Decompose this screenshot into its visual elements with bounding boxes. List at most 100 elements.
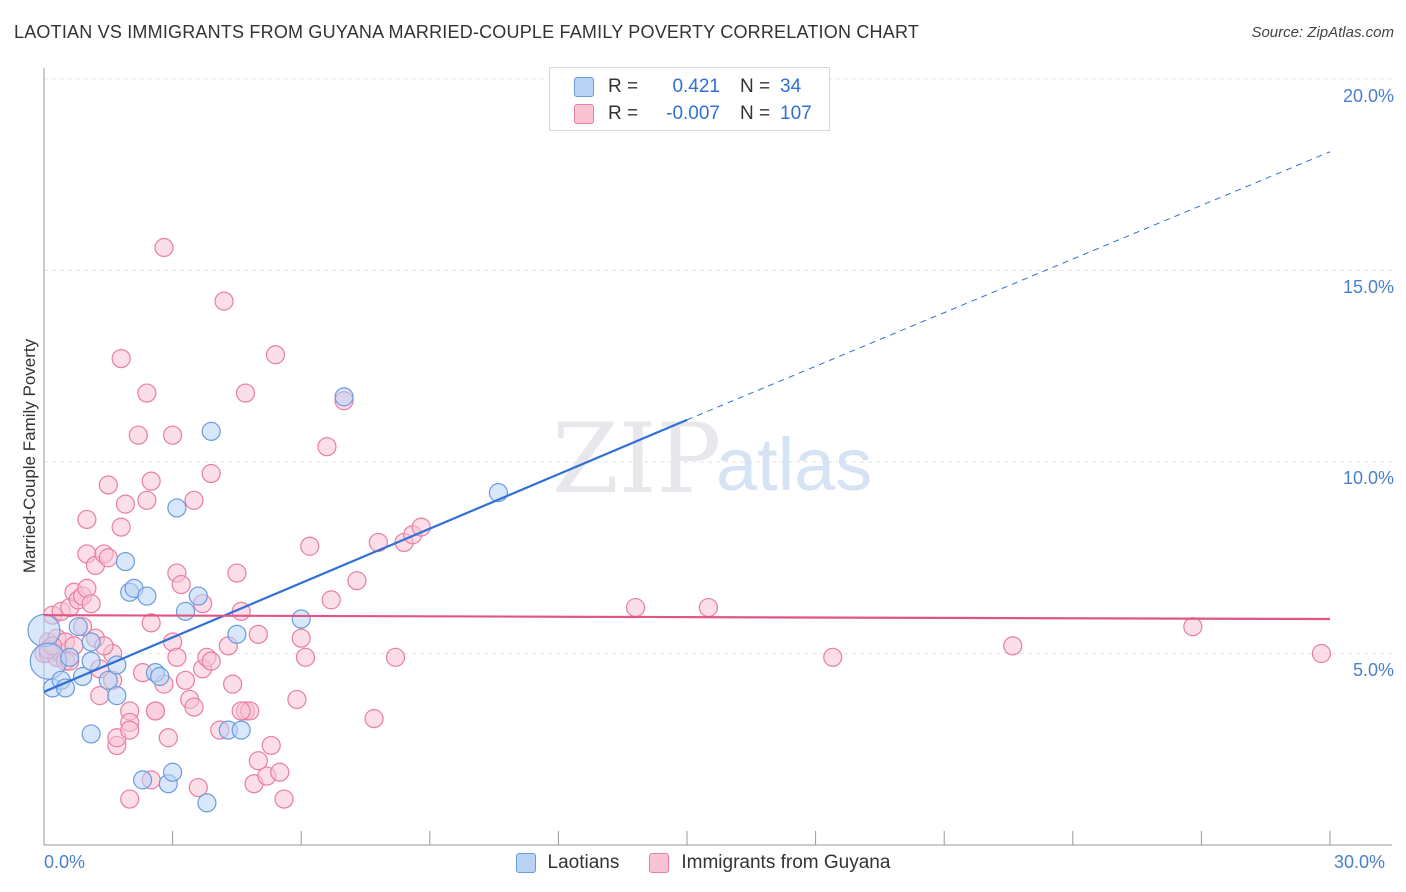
laotian-point [27, 613, 61, 648]
guyana-point [137, 490, 157, 510]
guyana-point [137, 383, 157, 403]
laotian-point [291, 609, 311, 629]
trend-lines [43, 151, 1331, 693]
legend-row-guyana: R = -0.007 N = 107 [574, 101, 812, 127]
legend-r-value: -0.007 [666, 103, 720, 124]
guyana-point [111, 517, 131, 537]
guyana-point [188, 777, 208, 798]
guyana-point [1003, 636, 1023, 656]
guyana-point [111, 348, 131, 369]
y-tick-label: 15.0% [1342, 277, 1394, 297]
guyana-point [231, 701, 251, 721]
guyana-point [184, 697, 204, 717]
guyana-point [167, 647, 187, 667]
guyana-point [287, 689, 307, 710]
laotian-point [81, 632, 101, 652]
guyana-point [321, 590, 341, 610]
guyana-point [128, 425, 148, 445]
guyana-point [120, 789, 140, 809]
gridlines [44, 78, 1392, 654]
series-legend: Laotians Immigrants from Guyana [0, 852, 1406, 874]
blue-swatch [574, 77, 594, 97]
y-tick-label: 10.0% [1342, 468, 1394, 488]
legend-r-label: R = [608, 76, 639, 97]
laotian-point [81, 651, 101, 671]
laotian-point [163, 762, 183, 782]
series-laotians-points [27, 387, 508, 813]
guyana-point [317, 437, 337, 457]
legend-n-value: 107 [780, 103, 812, 124]
watermark: ZIP atlas [552, 403, 872, 515]
guyana-point [141, 471, 161, 491]
laotian-point [188, 586, 208, 606]
guyana-point [214, 291, 234, 311]
laotian-point [334, 387, 354, 407]
guyana-point [347, 571, 367, 591]
laotian-point [201, 421, 221, 441]
legend-n-label: N = [740, 76, 771, 97]
guyana-point [184, 490, 204, 510]
laotian-point [231, 720, 251, 740]
legend-n-value: 34 [780, 76, 802, 97]
laotian-point [115, 551, 136, 572]
legend-item-guyana[interactable]: Immigrants from Guyana [649, 852, 890, 874]
y-tick-label: 5.0% [1352, 660, 1394, 680]
guyana-point [625, 597, 646, 618]
guyana-point [227, 563, 247, 583]
watermark-zip: ZIP [552, 403, 721, 515]
legend-label-laotians: Laotians [547, 852, 620, 873]
guyana-point [364, 709, 384, 729]
guyana-point [98, 548, 118, 568]
guyana-point [77, 509, 97, 530]
guyana-point [295, 647, 316, 667]
guyana-point [300, 536, 320, 556]
laotian-point [68, 617, 88, 637]
legend-r-label: R = [608, 103, 639, 124]
guyana-point [154, 237, 174, 258]
guyana-point [411, 517, 431, 537]
guyana-point [265, 345, 286, 365]
laotian-point [132, 770, 153, 790]
guyana-point [274, 789, 294, 809]
legend-n-label: N = [740, 103, 771, 124]
legend-r-value: 0.421 [672, 76, 720, 97]
guyana-point [248, 751, 268, 771]
guyana-point [270, 762, 290, 782]
watermark-atlas: atlas [716, 423, 872, 506]
laotians-trend-extension [686, 151, 1331, 421]
guyana-point [120, 720, 140, 740]
laotian-point [167, 498, 187, 518]
guyana-point [223, 674, 243, 694]
source-label: Source: ZipAtlas.com [1251, 24, 1394, 41]
guyana-point [81, 594, 101, 614]
laotian-point [197, 793, 217, 813]
laotian-point [107, 686, 127, 706]
correlation-legend: R = 0.421 N = 34 R = -0.007 N = 107 [549, 67, 830, 131]
axes [43, 68, 1392, 846]
legend-label-guyana: Immigrants from Guyana [681, 852, 891, 873]
guyana-point [145, 701, 166, 721]
laotian-point [60, 647, 80, 667]
guyana-point [201, 463, 221, 484]
y-tick-label: 20.0% [1342, 86, 1394, 106]
laotian-point [98, 670, 118, 690]
guyana-point [698, 597, 719, 618]
laotian-point [175, 601, 196, 621]
legend-row-laotians: R = 0.421 N = 34 [574, 74, 801, 100]
blue-swatch [515, 853, 536, 873]
pink-swatch [649, 853, 670, 873]
laotian-point [81, 724, 101, 744]
x-tick-label-max: 30.0% [1334, 852, 1386, 872]
guyana-point [823, 647, 843, 667]
guyana-point [201, 651, 221, 671]
guyana-point [171, 574, 191, 595]
laotian-point [150, 666, 170, 687]
legend-item-laotians[interactable]: Laotians [515, 852, 620, 874]
pink-swatch [574, 104, 594, 124]
guyana-point [158, 728, 178, 748]
x-tick-label-min: 0.0% [44, 852, 86, 872]
guyana-point [141, 613, 161, 633]
guyana-point [385, 647, 406, 667]
laotian-point [227, 624, 247, 644]
